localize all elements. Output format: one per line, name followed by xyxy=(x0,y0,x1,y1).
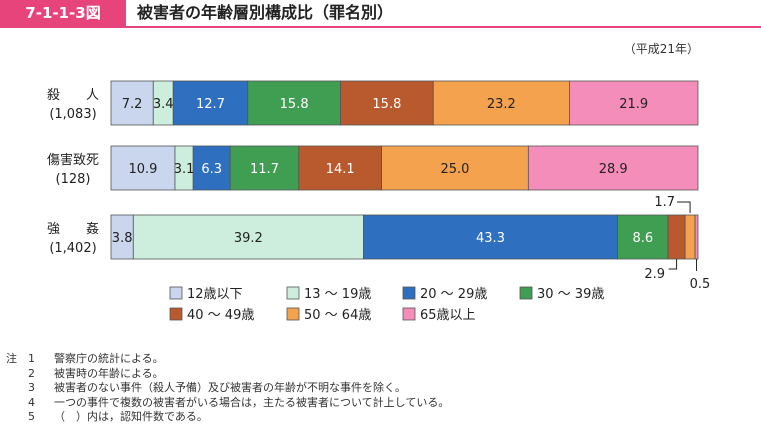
legend-swatch xyxy=(402,286,416,300)
bar-segment xyxy=(684,214,696,260)
value-label: 2.9 xyxy=(644,267,665,282)
note-line-1: 注 1 警察庁の統計による。 xyxy=(6,352,449,367)
leader-line xyxy=(677,201,691,213)
value-label: 6.3 xyxy=(201,162,222,177)
note-text: 被害時の年齢による。 xyxy=(54,366,164,380)
category-count: (1,402) xyxy=(49,241,96,256)
value-label: 14.1 xyxy=(326,162,355,177)
value-label: 11.7 xyxy=(250,162,279,177)
category-label: 傷害致死 xyxy=(47,152,99,168)
note-number: 2 xyxy=(28,366,35,380)
legend-label: 20 ～ 29歳 xyxy=(420,287,487,302)
bar-segment xyxy=(617,214,669,260)
value-label: 0.5 xyxy=(690,277,711,292)
value-label: 8.6 xyxy=(632,231,653,246)
bar-segment xyxy=(527,145,699,191)
bar-segment xyxy=(694,214,699,260)
legend-swatch xyxy=(286,307,300,321)
legend-label: 40 ～ 49歳 xyxy=(187,308,254,323)
legend-swatch xyxy=(169,307,183,321)
note-line-2: 2 被害時の年齢による。 xyxy=(6,367,449,382)
legend-swatch xyxy=(402,307,416,321)
figure-title: 被害者の年齢層別構成比（罪名別） xyxy=(137,3,394,22)
value-label: 7.2 xyxy=(122,97,143,112)
value-label: 3.4 xyxy=(153,97,174,112)
bar-segment xyxy=(569,80,699,126)
category-count: (128) xyxy=(56,172,91,187)
bar-segment xyxy=(192,145,231,191)
bar-segment xyxy=(432,80,570,126)
stacked-bar-chart: 殺 人 (1,083) 7.2 3.4 12.7 15.8 15.8 23.2 21.9 傷害致死… xyxy=(47,80,711,323)
note-number: 1 xyxy=(28,352,35,365)
value-label: 23.2 xyxy=(487,97,516,112)
header-rule xyxy=(0,26,761,28)
figure-label: 7-1-1-3図 xyxy=(0,0,126,26)
legend-label: 50 ～ 64歳 xyxy=(304,308,371,323)
bar-segment xyxy=(381,145,529,191)
value-label: 39.2 xyxy=(234,231,263,246)
bar-segment xyxy=(298,145,383,191)
bar-segment xyxy=(132,214,364,260)
note-line-3: 3 被害者のない事件（殺人予備）及び被害者の年齢が不明な事件を除く。 xyxy=(6,381,449,396)
bar-segment xyxy=(340,80,434,126)
value-label: 28.9 xyxy=(599,162,628,177)
note-line-5: 5 （ ）内は，認知件数である。 xyxy=(6,410,449,425)
leader-line xyxy=(668,259,678,270)
value-label: 15.8 xyxy=(280,97,309,112)
note-head: 注 xyxy=(6,352,17,365)
value-label: 1.7 xyxy=(654,195,675,210)
note-line-4: 4 一つの事件で複数の被害者がいる場合は，主たる被害者について計上している。 xyxy=(6,396,449,411)
legend-swatch xyxy=(519,286,533,300)
note-number: 3 xyxy=(28,381,35,394)
value-label: 10.9 xyxy=(129,162,158,177)
bar-segment xyxy=(172,80,249,126)
value-label: 21.9 xyxy=(619,97,648,112)
legend-label: 65歳以上 xyxy=(420,308,476,323)
year-note: （平成21年） xyxy=(623,42,699,56)
bar-segment xyxy=(667,214,686,260)
note-number: 4 xyxy=(28,395,35,409)
value-label: 3.8 xyxy=(112,231,133,246)
note-text: （ ）内は，認知件数である。 xyxy=(54,410,208,423)
notes: 注 1 警察庁の統計による。 2 被害時の年齢による。 3 被害者のない事件（殺人予備）… xyxy=(6,352,449,425)
bar-segment xyxy=(110,80,154,126)
bar-segment xyxy=(363,214,618,260)
note-number: 5 xyxy=(28,410,35,423)
category-label: 強 姦 xyxy=(47,221,99,237)
figure-header: 7-1-1-3図 被害者の年齢層別構成比（罪名別） xyxy=(0,0,761,28)
note-text: 警察庁の統計による。 xyxy=(54,352,164,365)
value-label: 12.7 xyxy=(196,97,225,112)
value-label: 3.1 xyxy=(174,162,195,177)
legend-swatch xyxy=(286,286,300,300)
note-text: 被害者のない事件（殺人予備）及び被害者の年齢が不明な事件を除く。 xyxy=(54,381,406,394)
value-label: 15.8 xyxy=(372,97,401,112)
legend-swatch xyxy=(169,286,183,300)
legend-label: 30 ～ 39歳 xyxy=(537,287,604,302)
note-text: 一つの事件で複数の被害者がいる場合は，主たる被害者について計上している。 xyxy=(54,395,450,409)
legend-label: 13 ～ 19歳 xyxy=(304,287,371,302)
value-label: 43.3 xyxy=(476,231,505,246)
value-label: 25.0 xyxy=(441,162,470,177)
bar-segment xyxy=(229,145,300,191)
legend-label: 12歳以下 xyxy=(187,287,243,302)
category-label: 殺 人 xyxy=(47,88,99,103)
bar-segment xyxy=(247,80,341,126)
category-count: (1,083) xyxy=(49,107,96,122)
